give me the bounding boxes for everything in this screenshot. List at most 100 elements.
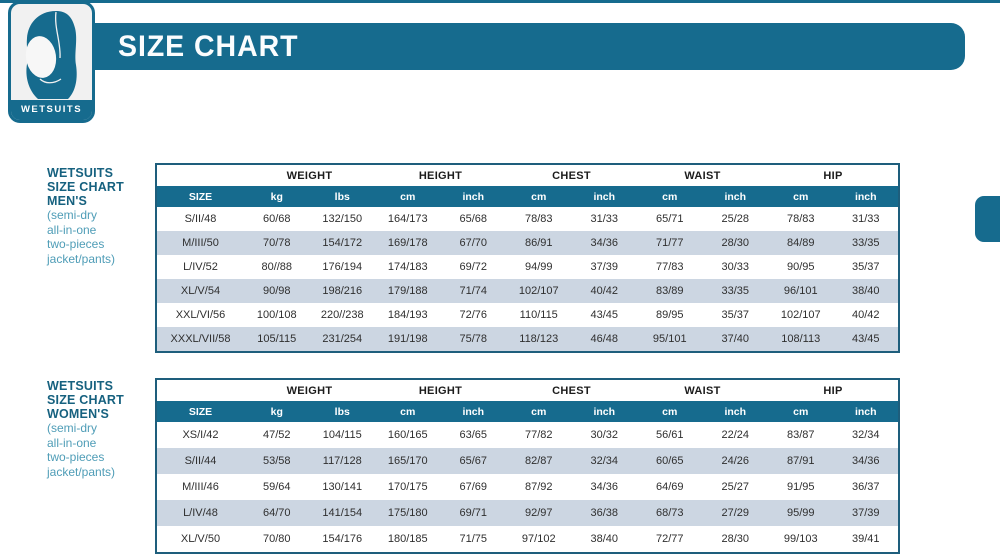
column-header-cell: cm <box>375 401 441 422</box>
value-cell: 231/254 <box>322 333 363 345</box>
value-cell: 27/29 <box>721 507 750 519</box>
column-header-cell: cm <box>637 401 703 422</box>
value-cell: 184/193 <box>387 309 428 321</box>
table-row: M/III/50 70/78 154/172 169/178 67/70 86/91 34/… <box>156 231 899 255</box>
value-cell: 77/83 <box>655 261 684 273</box>
value-cell: 60/65 <box>655 455 684 467</box>
value-cell: 105/115 <box>257 333 297 345</box>
value-cell: 30/32 <box>590 429 619 441</box>
value-cell: 86/91 <box>524 237 553 249</box>
mens-label-subline: two-pieces <box>47 237 105 251</box>
value-cell: 95/101 <box>652 333 687 345</box>
value-cell: 22/24 <box>721 429 750 441</box>
value-cell: 46/48 <box>590 333 619 345</box>
column-header-cell: inch <box>571 401 637 422</box>
column-header-cell: cm <box>375 186 441 207</box>
column-header-cell: inch <box>702 186 768 207</box>
column-header-cell: inch <box>440 186 506 207</box>
value-cell: 77/82 <box>524 429 553 441</box>
value-cell: 37/40 <box>721 333 750 345</box>
table-row: XL/V/54 90/98 198/216 179/188 71/74 102/107 40… <box>156 279 899 303</box>
value-cell: 72/76 <box>459 309 488 321</box>
value-cell: 65/71 <box>655 213 684 225</box>
value-cell: 90/98 <box>262 285 291 297</box>
column-header-cell: inch <box>702 401 768 422</box>
value-cell: 39/41 <box>851 533 880 545</box>
value-cell: 117/128 <box>322 455 362 467</box>
value-cell: 33/35 <box>721 285 750 297</box>
wetsuit-hood-icon <box>25 11 77 99</box>
value-cell: 25/28 <box>721 213 750 225</box>
value-cell: 91/95 <box>786 481 815 493</box>
value-cell: 43/45 <box>851 333 880 345</box>
value-cell: 191/198 <box>387 333 428 345</box>
group-header-row: WEIGHT HEIGHT CHEST WAIST HIP <box>156 379 899 401</box>
size-cell: L/IV/48 <box>183 507 218 519</box>
value-cell: 169/178 <box>387 237 428 249</box>
value-cell: 31/33 <box>851 213 880 225</box>
value-cell: 43/45 <box>590 309 619 321</box>
value-cell: 71/77 <box>655 237 684 249</box>
value-cell: 70/80 <box>262 533 291 545</box>
size-cell: XS/I/42 <box>182 429 219 441</box>
value-cell: 64/69 <box>655 481 684 493</box>
column-header-cell: cm <box>768 401 834 422</box>
logo-label: WETSUITS <box>11 100 92 120</box>
value-cell: 100/108 <box>256 309 297 321</box>
table-row: L/IV/48 64/70 141/154 175/180 69/71 92/97 36/3… <box>156 500 899 526</box>
value-cell: 32/34 <box>590 455 619 467</box>
value-cell: 102/107 <box>518 285 559 297</box>
column-header-cell: cm <box>768 186 834 207</box>
empty-corner-cell <box>156 164 244 186</box>
column-header-cell: SIZE <box>156 401 244 422</box>
value-cell: 176/194 <box>322 261 363 273</box>
size-cell: XL/V/54 <box>180 285 221 297</box>
group-header-cell: WAIST <box>637 379 768 401</box>
column-header-cell: lbs <box>309 401 375 422</box>
value-cell: 75/78 <box>459 333 488 345</box>
value-cell: 83/89 <box>655 285 684 297</box>
sub-header-row: SIZE kg lbs cm inch cm inch cm inch cm inch <box>156 401 899 422</box>
mens-size-table: WEIGHT HEIGHT CHEST WAIST HIP SIZE kg lbs cm inch… <box>155 163 900 353</box>
value-cell: 154/176 <box>322 533 363 545</box>
page-title: SIZE CHART <box>118 30 299 63</box>
group-header-cell: HIP <box>768 379 899 401</box>
table-row: XL/V/50 70/80 154/176 180/185 71/75 97/102 38/… <box>156 526 899 553</box>
value-cell: 174/183 <box>387 261 428 273</box>
womens-size-table: WEIGHT HEIGHT CHEST WAIST HIP SIZE kg lbs cm inch… <box>155 378 900 554</box>
value-cell: 71/74 <box>459 285 488 297</box>
value-cell: 69/71 <box>459 507 488 519</box>
empty-corner-cell <box>156 379 244 401</box>
sub-header-row: SIZE kg lbs cm inch cm inch cm inch cm inch <box>156 186 899 207</box>
column-header-cell: cm <box>506 186 572 207</box>
column-header-cell: inch <box>440 401 506 422</box>
table-row: S/II/48 60/68 132/150 164/173 65/68 78/83 31/3… <box>156 207 899 231</box>
value-cell: 35/37 <box>851 261 880 273</box>
value-cell: 38/40 <box>851 285 880 297</box>
value-cell: 31/33 <box>590 213 619 225</box>
value-cell: 94/99 <box>524 261 553 273</box>
size-cell: M/III/46 <box>182 481 219 493</box>
column-header-cell: inch <box>833 401 899 422</box>
value-cell: 71/75 <box>459 533 488 545</box>
womens-label-line: WOMEN'S <box>47 407 110 421</box>
value-cell: 198/216 <box>322 285 363 297</box>
womens-label-subline: jacket/pants) <box>47 464 116 479</box>
mens-label-subline: (semi-dry <box>47 208 97 222</box>
group-header-cell: WEIGHT <box>244 164 375 186</box>
value-cell: 99/103 <box>783 533 818 545</box>
table-row: XS/I/42 47/52 104/115 160/165 63/65 77/82 30/3… <box>156 422 899 448</box>
value-cell: 53/58 <box>262 455 291 467</box>
column-header-cell: inch <box>833 186 899 207</box>
value-cell: 141/154 <box>322 507 363 519</box>
womens-label-line: WETSUITS <box>47 379 114 393</box>
value-cell: 65/67 <box>459 455 488 467</box>
group-header-cell: WEIGHT <box>244 379 375 401</box>
value-cell: 90/95 <box>786 261 815 273</box>
value-cell: 60/68 <box>262 213 291 225</box>
value-cell: 165/170 <box>387 455 428 467</box>
value-cell: 180/185 <box>387 533 428 545</box>
value-cell: 47/52 <box>262 429 291 441</box>
size-cell: S/II/48 <box>184 213 217 225</box>
